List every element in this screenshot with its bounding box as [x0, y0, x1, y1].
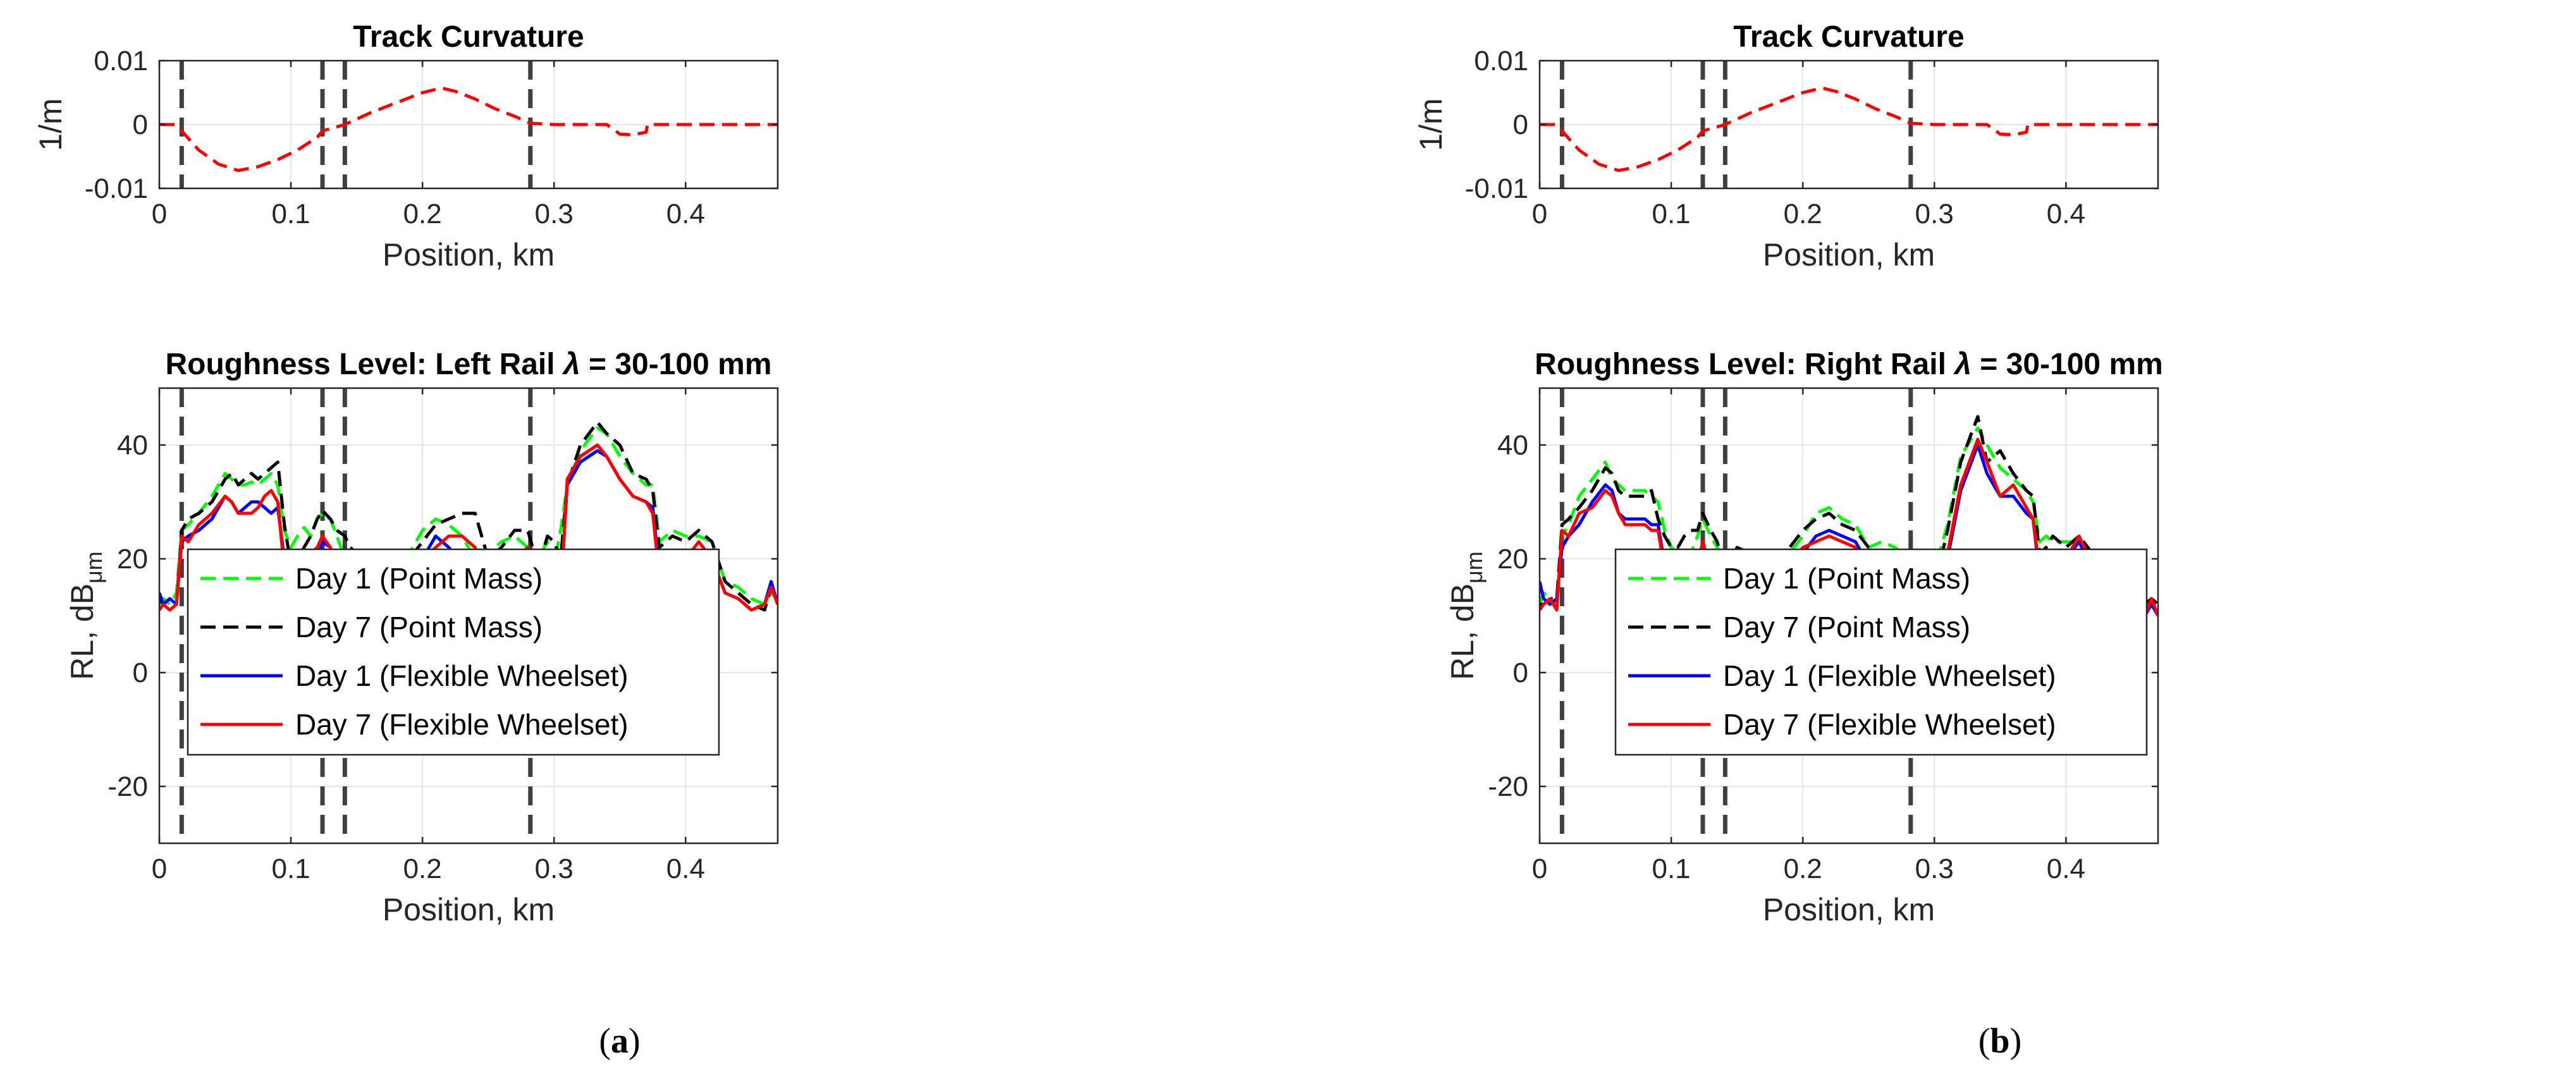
plot-area	[1540, 61, 2158, 188]
y-tick-label: -0.01	[1465, 173, 1528, 204]
y-tick-label: 0.01	[94, 46, 148, 76]
y-tick-label: 0	[133, 109, 148, 140]
x-axis-label: Position, km	[383, 237, 555, 272]
y-tick-label: 0	[133, 657, 148, 688]
chart-title-symbol: λ	[1953, 348, 1972, 381]
x-tick-label: 0.3	[1915, 198, 1954, 229]
x-tick-label: 0.1	[1652, 198, 1690, 229]
chart-a-roughness: 0 0.1 0.2 0.3 0.4 -20 0 20 40 Roughness Level: Le…	[64, 348, 779, 927]
series-line-curvature	[1540, 86, 2158, 173]
y-axis-label: RL, dBμm	[1445, 551, 1487, 680]
legend-box	[187, 548, 720, 756]
y-tick-label: 0.01	[1474, 46, 1528, 76]
x-axis-label: Position, km	[1763, 237, 1935, 272]
x-tick-label: 0.1	[271, 198, 310, 229]
x-tick-label: 0.3	[535, 853, 573, 884]
y-axis-label: 1/m	[33, 98, 68, 150]
chart-title: Track Curvature	[1733, 20, 1965, 54]
panel-b-label: (b)	[1978, 1022, 2021, 1061]
legend-box	[1614, 548, 2148, 756]
y-tick-label: 20	[117, 544, 148, 575]
y-axis-label-main: RL, dB	[1445, 583, 1480, 680]
y-axis-label-main: RL, dB	[64, 583, 100, 680]
legend: Day 1 (Point Mass) Day 7 (Point Mass) Day …	[1614, 548, 2148, 756]
legend-label: Day 7 (Point Mass)	[295, 611, 543, 644]
x-axis-label: Position, km	[383, 892, 555, 927]
y-tick-label: 0	[1513, 109, 1528, 140]
x-tick-label: 0.3	[1915, 853, 1954, 884]
x-tick-label: 0	[152, 198, 167, 229]
legend-label: Day 7 (Flexible Wheelset)	[295, 708, 629, 741]
y-axis-label-subscript: μm	[81, 551, 107, 583]
x-tick-label: 0.4	[666, 853, 705, 884]
panel-labels: (a) (b)	[599, 1022, 2021, 1061]
series-line-day-1-point-mass	[1540, 426, 2158, 612]
axes-box	[158, 387, 779, 845]
x-tick-label: 0.1	[1652, 853, 1690, 884]
legend-label: Day 1 (Flexible Wheelset)	[295, 659, 629, 692]
legend-label: Day 7 (Flexible Wheelset)	[1723, 708, 2056, 741]
y-axis-label-subscript: μm	[1461, 551, 1487, 583]
legend-label: Day 1 (Point Mass)	[1723, 562, 1970, 595]
x-tick-label: 0.2	[1784, 198, 1822, 229]
y-tick-label: 0	[1513, 657, 1528, 688]
y-axis-label: 1/m	[1413, 98, 1449, 150]
chart-b-roughness: 0 0.1 0.2 0.3 0.4 -20 0 20 40 Roughness Level: Ri…	[1445, 348, 2163, 927]
panel-a-label: (a)	[599, 1022, 640, 1061]
y-tick-label: 40	[1497, 430, 1528, 461]
y-tick-label: -0.01	[85, 173, 148, 204]
y-tick-label: -20	[1488, 771, 1528, 802]
y-tick-label: 20	[1497, 544, 1528, 575]
legend-label: Day 7 (Point Mass)	[1723, 611, 1970, 644]
legend-label: Day 1 (Flexible Wheelset)	[1723, 659, 2056, 692]
chart-title-suffix: = 30-100 mm	[580, 348, 772, 381]
x-tick-label: 0.2	[403, 198, 442, 229]
axes-box	[1538, 387, 2159, 845]
y-tick-label: -20	[107, 771, 148, 802]
y-axis-label: RL, dBμm	[64, 551, 107, 680]
legend: Day 1 (Point Mass) Day 7 (Point Mass) Day …	[187, 548, 720, 756]
chart-title: Track Curvature	[353, 20, 584, 54]
x-tick-label: 0.4	[2047, 853, 2085, 884]
plot-area	[159, 61, 778, 188]
chart-title-prefix: Roughness Level: Right Rail	[1535, 348, 1954, 381]
chart-title-prefix: Roughness Level: Left Rail	[166, 348, 563, 381]
chart-title: Roughness Level: Right Rail λ = 30-100 m…	[1535, 348, 2163, 381]
x-tick-label: 0.4	[2047, 198, 2085, 229]
x-tick-label: 0.1	[271, 853, 310, 884]
y-tick-label: 40	[117, 430, 148, 461]
x-tick-label: 0.3	[535, 198, 573, 229]
x-tick-label: 0.4	[666, 198, 705, 229]
x-axis-label: Position, km	[1763, 892, 1935, 927]
chart-title-suffix: = 30-100 mm	[1972, 348, 2163, 381]
x-tick-label: 0	[152, 853, 167, 884]
series-line-curvature	[159, 86, 778, 173]
chart-title-symbol: λ	[561, 348, 580, 381]
legend-label: Day 1 (Point Mass)	[295, 562, 543, 595]
x-tick-label: 0	[1532, 853, 1547, 884]
x-tick-label: 0	[1532, 198, 1547, 229]
x-tick-label: 0.2	[403, 853, 442, 884]
series-line-day-7-point-mass	[159, 420, 778, 612]
x-tick-label: 0.2	[1784, 853, 1822, 884]
chart-title: Roughness Level: Left Rail λ = 30-100 mm	[166, 348, 772, 381]
